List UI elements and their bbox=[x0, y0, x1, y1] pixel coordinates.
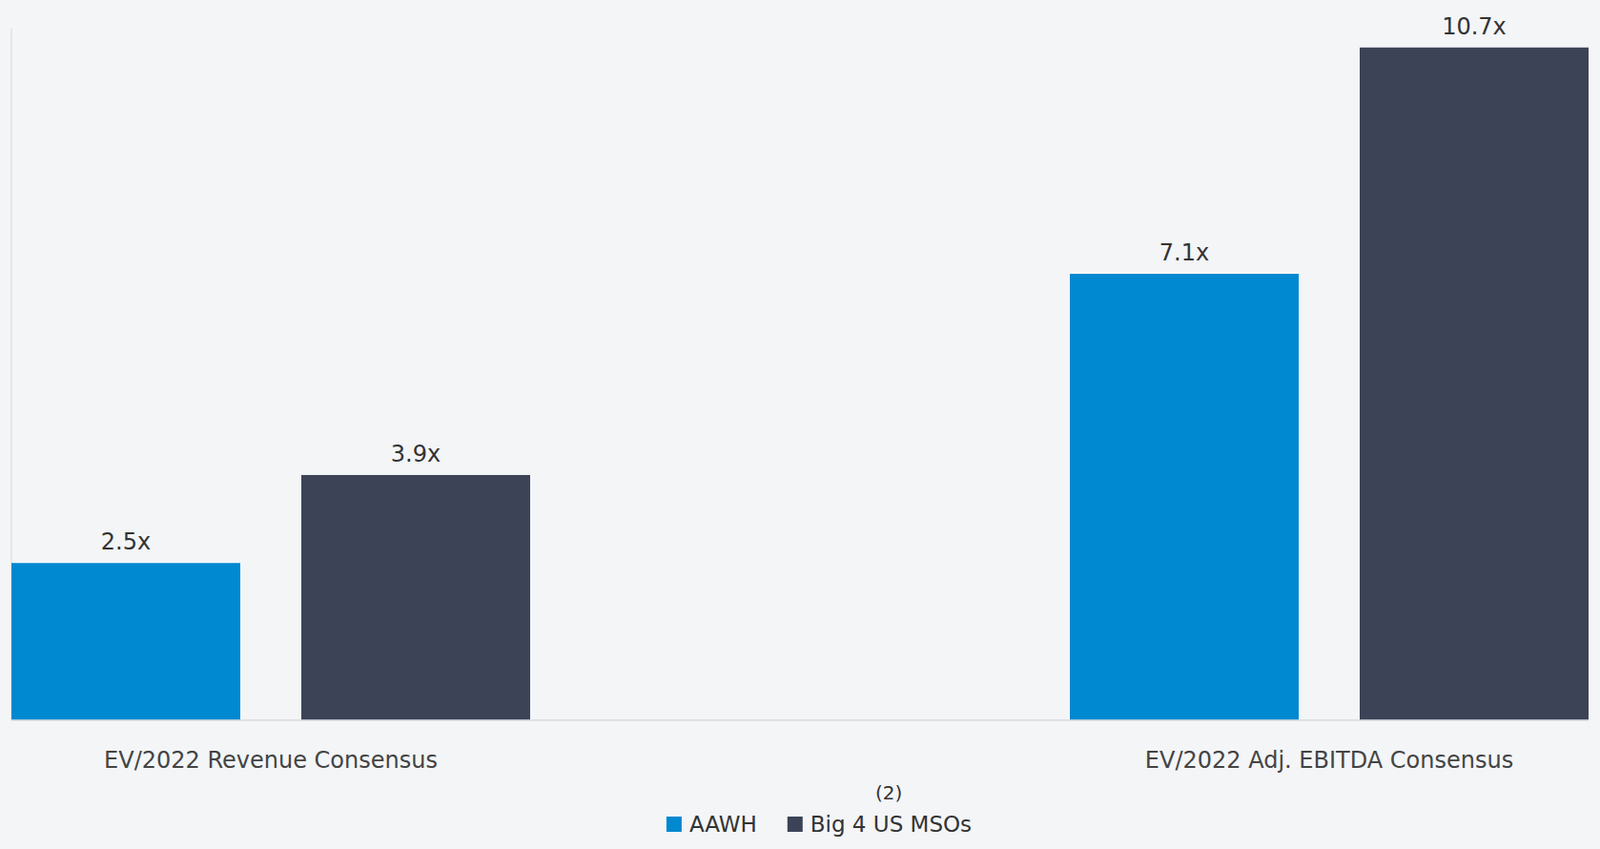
bar bbox=[1359, 47, 1589, 720]
x-tick-label: EV/2022 Adj. EBITDA Consensus bbox=[1145, 746, 1514, 774]
bars bbox=[11, 47, 1589, 720]
x-tick-label: EV/2022 Revenue Consensus bbox=[103, 746, 438, 774]
labels: 2.5x 7.1x 3.9x 10.7x EV/2022 Revenue Consens… bbox=[101, 13, 1514, 774]
legend-label: Big 4 US MSOs bbox=[810, 811, 972, 837]
legend-label: AAWH bbox=[689, 811, 758, 837]
data-label: 10.7x bbox=[1441, 13, 1507, 41]
data-label: 2.5x bbox=[101, 528, 151, 555]
legend-swatch bbox=[787, 816, 803, 832]
background bbox=[0, 0, 1600, 849]
bar bbox=[1069, 273, 1299, 720]
legend: AAWH Big 4 US MSOs bbox=[666, 811, 972, 837]
annotation: (2) bbox=[875, 780, 903, 804]
chart-svg: 2.5x 7.1x 3.9x 10.7x EV/2022 Revenue Consens… bbox=[0, 0, 1600, 849]
chart-container: 2.5x 7.1x 3.9x 10.7x EV/2022 Revenue Consens… bbox=[0, 0, 1600, 849]
bar bbox=[11, 562, 241, 720]
legend-swatch bbox=[666, 816, 682, 832]
legend-item: AAWH bbox=[666, 811, 758, 837]
x-axis-line bbox=[11, 718, 1589, 721]
bar bbox=[301, 474, 531, 720]
legend-item: Big 4 US MSOs bbox=[787, 811, 972, 837]
data-label: 7.1x bbox=[1159, 239, 1210, 267]
data-label: 3.9x bbox=[390, 440, 441, 468]
